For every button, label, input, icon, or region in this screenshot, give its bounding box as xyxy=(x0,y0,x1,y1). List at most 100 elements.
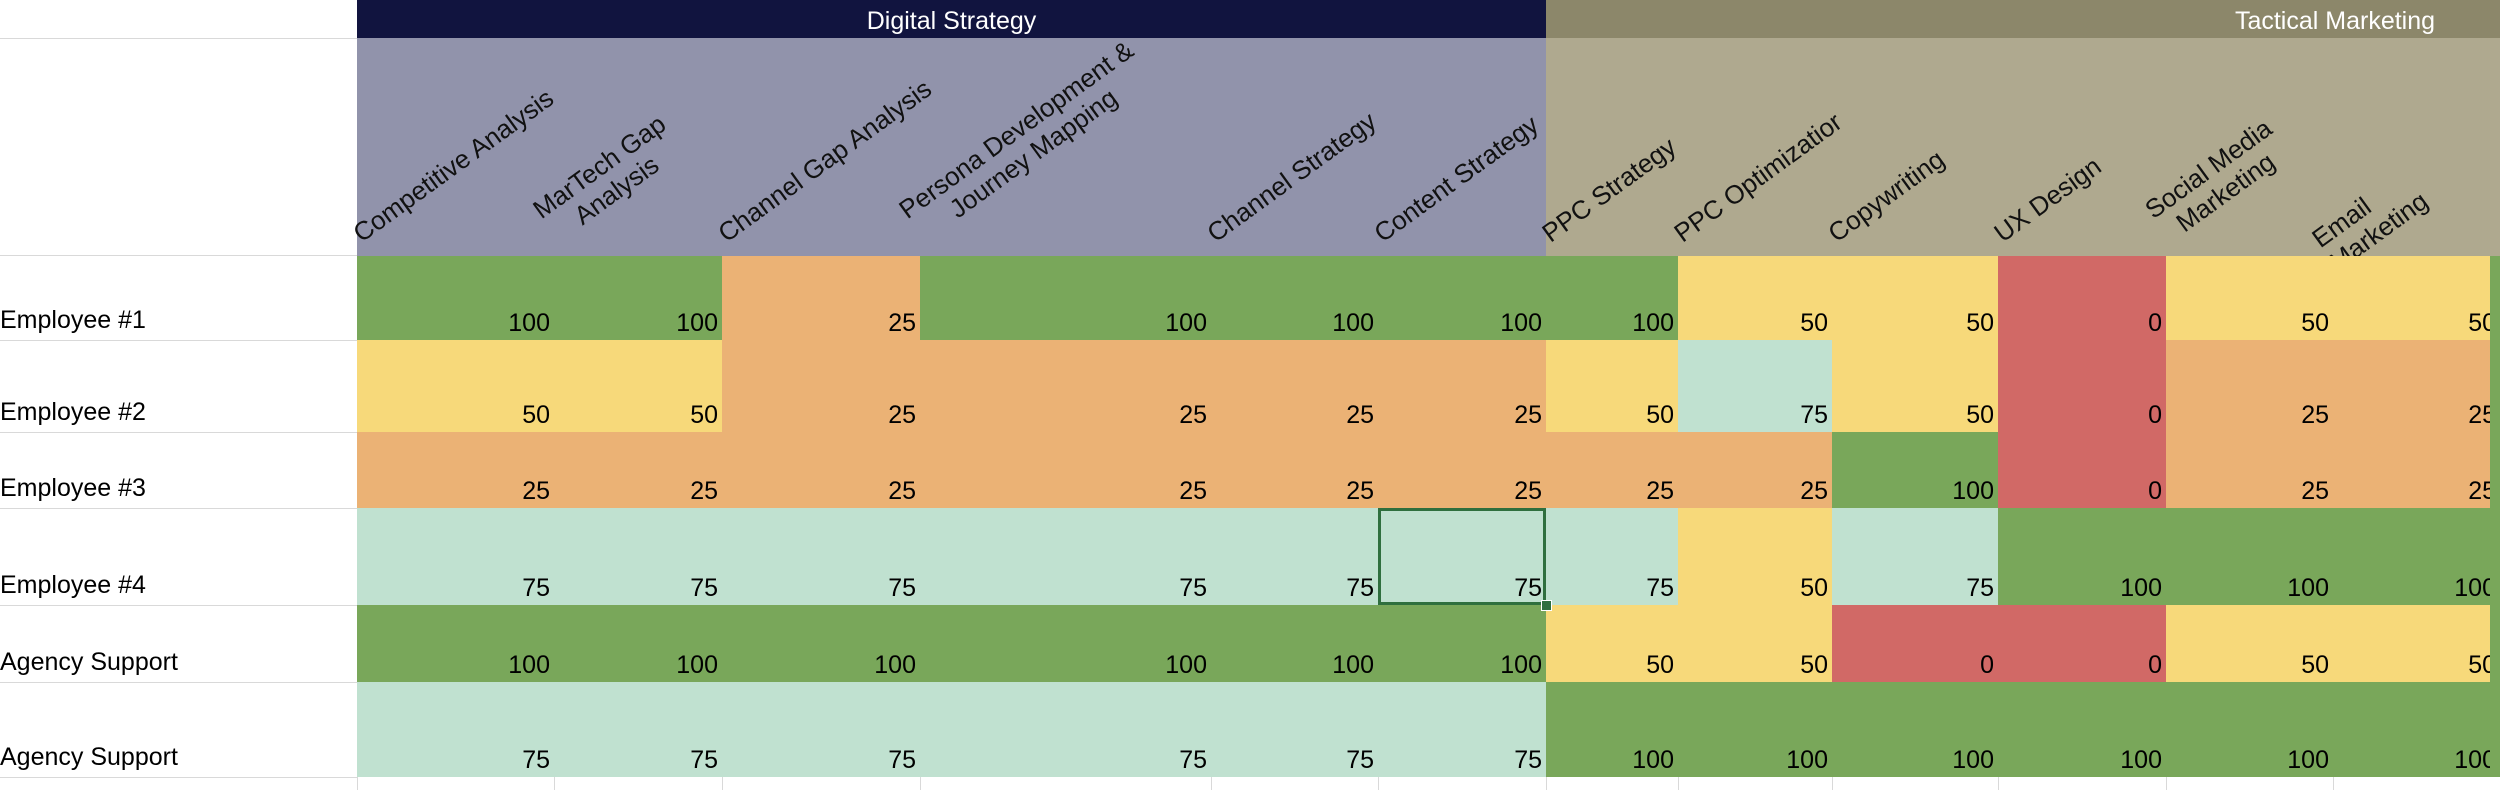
score-cell[interactable]: 100 xyxy=(920,256,1211,340)
score-cell[interactable]: 75 xyxy=(554,682,722,777)
score-value: 75 xyxy=(1800,401,1828,429)
score-cell[interactable]: 25 xyxy=(2333,340,2500,432)
score-value: 25 xyxy=(888,477,916,505)
score-value: 50 xyxy=(1646,401,1674,429)
group-subheader-0 xyxy=(357,38,1546,256)
group-subheader-1 xyxy=(1546,38,2500,256)
score-cell[interactable]: 100 xyxy=(2333,682,2500,777)
score-cell[interactable]: 0 xyxy=(1998,605,2166,682)
score-cell[interactable]: 100 xyxy=(1546,256,1678,340)
score-value: 25 xyxy=(1346,401,1374,429)
score-cell[interactable]: 0 xyxy=(1832,605,1998,682)
score-cell[interactable]: 0 xyxy=(1998,432,2166,508)
score-cell[interactable]: 100 xyxy=(357,256,554,340)
score-cell[interactable]: 100 xyxy=(1998,682,2166,777)
score-cell[interactable]: 50 xyxy=(1832,340,1998,432)
score-cell[interactable]: 25 xyxy=(1211,432,1378,508)
score-cell[interactable]: 50 xyxy=(1678,256,1832,340)
score-value: 100 xyxy=(1500,309,1542,337)
column-divider xyxy=(554,777,555,790)
score-cell[interactable]: 100 xyxy=(1546,682,1678,777)
score-cell[interactable]: 75 xyxy=(1378,508,1546,605)
score-cell[interactable]: 25 xyxy=(554,432,722,508)
score-cell[interactable]: 100 xyxy=(722,605,920,682)
score-cell[interactable]: 100 xyxy=(554,605,722,682)
score-cell[interactable]: 100 xyxy=(1211,256,1378,340)
score-cell[interactable]: 100 xyxy=(920,605,1211,682)
score-cell[interactable]: 100 xyxy=(1211,605,1378,682)
row-divider xyxy=(0,682,357,683)
score-cell[interactable]: 100 xyxy=(1832,682,1998,777)
fill-handle[interactable] xyxy=(1541,600,1552,611)
score-cell[interactable]: 0 xyxy=(1998,256,2166,340)
score-cell[interactable]: 75 xyxy=(1832,508,1998,605)
score-cell[interactable]: 75 xyxy=(357,682,554,777)
row-divider xyxy=(0,432,357,433)
score-value: 50 xyxy=(1800,309,1828,337)
score-value: 100 xyxy=(2120,746,2162,774)
score-cell[interactable]: 25 xyxy=(1678,432,1832,508)
score-cell[interactable]: 25 xyxy=(2166,432,2333,508)
column-divider xyxy=(722,777,723,790)
score-cell[interactable]: 75 xyxy=(1211,682,1378,777)
score-value: 75 xyxy=(888,746,916,774)
row-label: Employee #4 xyxy=(0,571,146,599)
score-cell[interactable]: 25 xyxy=(2166,340,2333,432)
score-cell[interactable]: 50 xyxy=(1546,340,1678,432)
score-cell[interactable]: 25 xyxy=(1211,340,1378,432)
score-cell[interactable]: 100 xyxy=(2333,508,2500,605)
score-cell[interactable]: 25 xyxy=(1378,340,1546,432)
score-cell[interactable]: 25 xyxy=(1546,432,1678,508)
score-cell[interactable]: 25 xyxy=(1378,432,1546,508)
score-cell[interactable]: 100 xyxy=(1378,256,1546,340)
score-cell[interactable]: 100 xyxy=(1998,508,2166,605)
score-cell[interactable]: 25 xyxy=(920,432,1211,508)
column-divider xyxy=(357,777,358,790)
score-cell[interactable]: 75 xyxy=(1678,340,1832,432)
score-cell[interactable]: 75 xyxy=(1546,508,1678,605)
score-cell[interactable]: 50 xyxy=(554,340,722,432)
score-cell[interactable]: 75 xyxy=(1378,682,1546,777)
score-cell[interactable]: 50 xyxy=(357,340,554,432)
score-cell[interactable]: 100 xyxy=(1832,432,1998,508)
score-cell[interactable]: 100 xyxy=(1678,682,1832,777)
score-cell[interactable]: 50 xyxy=(1832,256,1998,340)
score-value: 75 xyxy=(1514,746,1542,774)
score-cell[interactable]: 25 xyxy=(2333,432,2500,508)
score-cell[interactable]: 75 xyxy=(920,508,1211,605)
score-cell[interactable]: 25 xyxy=(357,432,554,508)
column-divider xyxy=(1998,777,1999,790)
score-cell[interactable]: 50 xyxy=(1678,508,1832,605)
score-value: 25 xyxy=(522,477,550,505)
score-cell[interactable]: 75 xyxy=(357,508,554,605)
selected-cell-outline[interactable] xyxy=(1378,508,1546,605)
score-cell[interactable]: 100 xyxy=(1378,605,1546,682)
score-cell[interactable]: 75 xyxy=(920,682,1211,777)
score-cell[interactable]: 50 xyxy=(2333,256,2500,340)
group-header-1[interactable] xyxy=(1546,0,2500,38)
score-cell[interactable]: 50 xyxy=(1678,605,1832,682)
score-cell[interactable]: 25 xyxy=(920,340,1211,432)
score-cell[interactable]: 100 xyxy=(357,605,554,682)
score-cell[interactable]: 75 xyxy=(722,682,920,777)
group-header-0[interactable] xyxy=(357,0,1546,38)
score-cell[interactable]: 50 xyxy=(2333,605,2500,682)
score-value: 25 xyxy=(1800,477,1828,505)
column-divider xyxy=(1211,777,1212,790)
score-cell[interactable]: 50 xyxy=(2166,605,2333,682)
score-cell[interactable]: 0 xyxy=(1998,340,2166,432)
score-cell[interactable]: 75 xyxy=(1211,508,1378,605)
score-cell[interactable]: 25 xyxy=(722,340,920,432)
score-value: 100 xyxy=(1632,309,1674,337)
score-cell[interactable]: 100 xyxy=(2166,508,2333,605)
score-cell[interactable]: 75 xyxy=(722,508,920,605)
score-cell[interactable]: 100 xyxy=(2166,682,2333,777)
score-value: 75 xyxy=(1514,574,1542,602)
score-cell[interactable]: 25 xyxy=(722,256,920,340)
score-cell[interactable]: 100 xyxy=(554,256,722,340)
score-cell[interactable]: 50 xyxy=(1546,605,1678,682)
score-cell[interactable]: 75 xyxy=(554,508,722,605)
score-cell[interactable]: 25 xyxy=(722,432,920,508)
score-cell[interactable]: 50 xyxy=(2166,256,2333,340)
score-value: 50 xyxy=(1966,309,1994,337)
